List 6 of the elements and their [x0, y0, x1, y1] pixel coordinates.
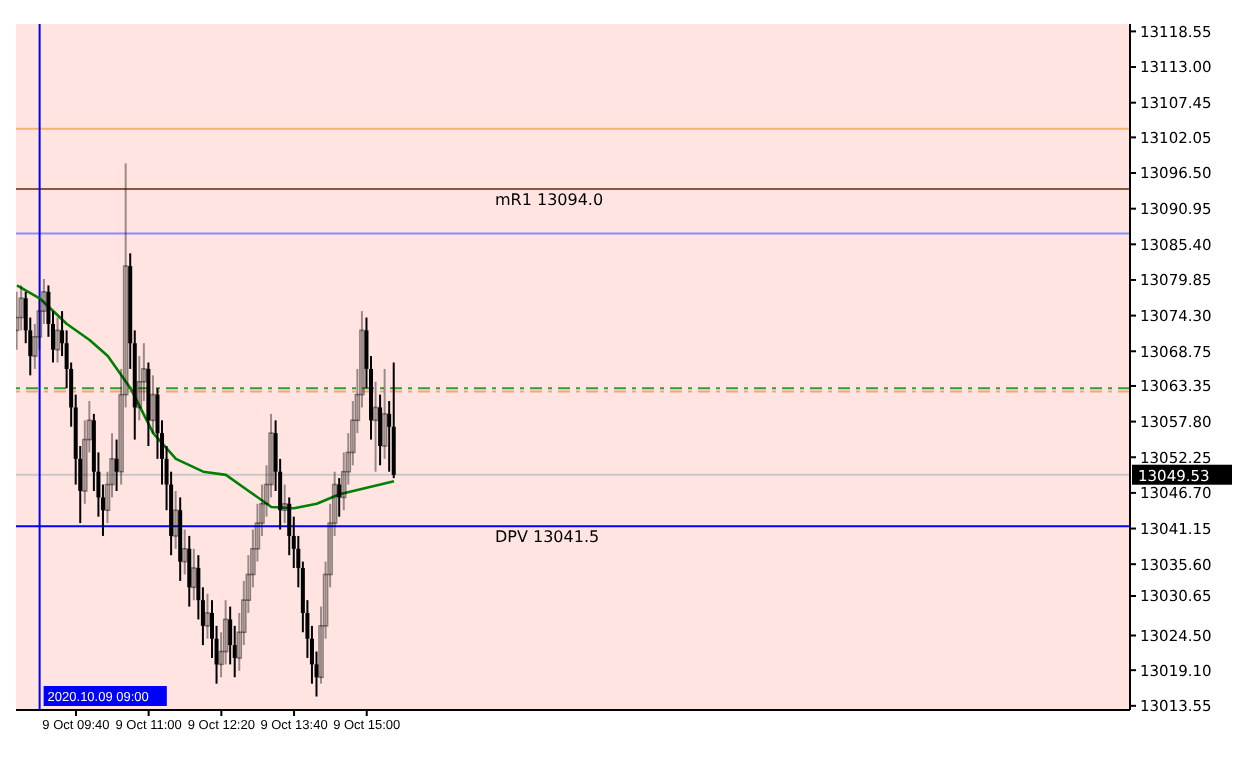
ref-line-label: mR1 13094.0	[495, 191, 604, 210]
ref-line-label: DPV 13041.5	[495, 528, 600, 547]
candlestick	[187, 534, 192, 608]
candlestick	[337, 477, 342, 518]
candlestick	[378, 393, 383, 467]
candlestick	[114, 438, 119, 492]
